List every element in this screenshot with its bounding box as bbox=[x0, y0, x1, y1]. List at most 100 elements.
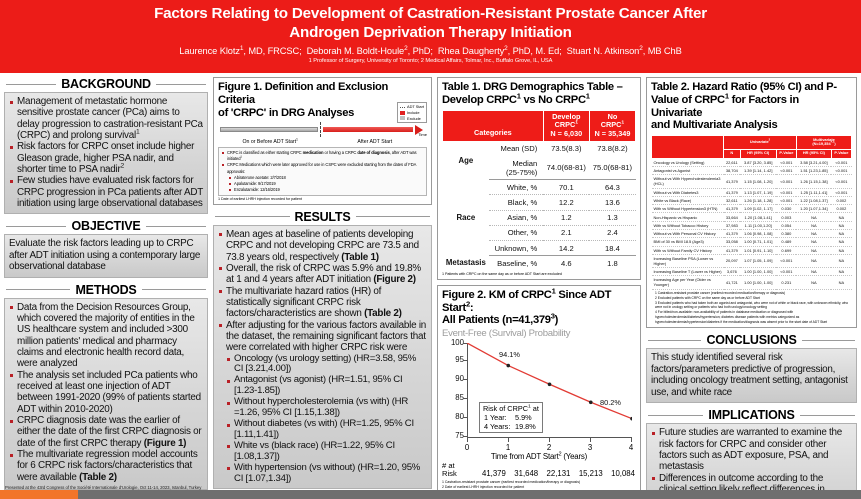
cell-uni-hr: 1.00 [1.00, 1.00] bbox=[740, 267, 777, 277]
row-label: White, % bbox=[489, 179, 544, 196]
data-label-4-year: 80.2% bbox=[599, 398, 621, 408]
y-tick-label: 80 bbox=[455, 412, 464, 422]
cell-multi-hr: 3.58 [3.21,4.00] bbox=[796, 158, 832, 167]
figure-1-title-line-1: Figure 1. Definition and Exclusion Crite… bbox=[218, 81, 389, 106]
at-risk-values: 41,379 31,648 22,131 15,213 10,084 bbox=[482, 469, 636, 478]
figure-1-title-line-2: of 'CRPC' in DRG Analyses bbox=[218, 106, 355, 119]
list-item: Risk factors for CRPC onset include high… bbox=[9, 141, 203, 175]
at-risk-value: 31,648 bbox=[514, 469, 539, 479]
y-tick bbox=[462, 343, 467, 345]
cell-uni-p: <0.001 bbox=[776, 267, 797, 277]
cell-multi-p: NA bbox=[831, 229, 852, 239]
risk-box-row: 4 Years: 19.8% bbox=[483, 422, 539, 431]
footnote: 1 Castration-resistant prostate cancer (… bbox=[441, 480, 581, 485]
title-line-1: Factors Relating to Development of Castr… bbox=[154, 5, 707, 22]
th-multi-hr: HR (95% CI) bbox=[795, 148, 832, 159]
footer-bar bbox=[0, 490, 861, 499]
table-row: Metastasis Baseline, % 4.6 1.8 bbox=[442, 256, 635, 271]
list-item: Oncology (vs urology setting) (HR=3.58, … bbox=[226, 353, 427, 376]
cell-multi-hr: NA bbox=[796, 246, 832, 255]
column-3: Table 1. DRG Demographics Table – Develo… bbox=[436, 77, 642, 499]
author-list: Laurence Klotz1, MD, FRCSC; Deborah M. B… bbox=[179, 45, 682, 57]
cell-n: 38,704 bbox=[723, 166, 741, 176]
cell-develop: 73.5(8.3) bbox=[551, 144, 582, 154]
table-row: BMI of 30 vs BMI 18.5 (Age3) 33,058 1.00 [… bbox=[651, 237, 852, 247]
cell-develop: 1.2 bbox=[543, 210, 590, 226]
list-item: Future studies are warranted to examine … bbox=[651, 427, 852, 472]
at-risk-value: 15,213 bbox=[578, 469, 603, 479]
table-row: Increasing Baseline PSA (Lower vs Higher… bbox=[651, 254, 852, 269]
risk-value: 5.9% bbox=[515, 413, 532, 423]
table-row: Without vs With Diabetes3 41,379 1.13 [1.0… bbox=[651, 188, 852, 197]
cell-factor: Antagonist vs Agonist bbox=[651, 166, 724, 176]
cell-multi-hr: 1.22 [1.08,1.37] bbox=[796, 196, 832, 206]
data-point bbox=[506, 363, 511, 368]
th-develop-crpc: Develop CRPC1 N = 6,030 bbox=[542, 109, 590, 142]
poster-columns: BACKGROUND Management of metastatic horm… bbox=[0, 73, 861, 499]
cell-develop: 14.2 bbox=[543, 240, 590, 257]
cell-factor: With vs Without Tobacco History bbox=[651, 221, 724, 230]
cell-develop: 12.2 bbox=[543, 194, 590, 211]
cell-multi-hr: 1.26 [1.15,1.38] bbox=[796, 174, 832, 189]
table-row: Median (25-75%) 74.0(68-81) 75.0(68-81) bbox=[442, 155, 636, 181]
figure-1-footnote: 1 Date of earliest LHRH injection record… bbox=[218, 196, 302, 201]
table-2: Univariate2 Multivariate (N=19,3544,5) N … bbox=[651, 135, 853, 290]
cell-multi-hr: 1.51 [1.23,1.85] bbox=[796, 166, 832, 176]
table-row: White vs Black (Race) 32,611 1.26 [1.18, 1… bbox=[651, 196, 852, 206]
legend-label: Include bbox=[406, 109, 420, 115]
cell-uni-p: 0.380 bbox=[776, 229, 797, 239]
cell-develop: 4.6 bbox=[561, 258, 572, 268]
x-tick-label: 1 bbox=[505, 443, 511, 453]
figure-1-title: Figure 1. Definition and Exclusion Crite… bbox=[218, 81, 427, 119]
cell-no: 64.3 bbox=[589, 179, 636, 196]
y-tick-label: 100 bbox=[450, 338, 464, 348]
x-tick-label: 2 bbox=[546, 443, 552, 453]
y-tick bbox=[462, 398, 467, 400]
cell-n: 41,379 bbox=[723, 174, 741, 189]
section-results: RESULTS Mean ages at baseline of patient… bbox=[213, 210, 432, 490]
cell-multi-p: <0.001 bbox=[831, 174, 852, 189]
figure-1-axis-labels: On or Before ADT Start1 After ADT Start bbox=[218, 138, 427, 146]
th-categories: Categories bbox=[441, 109, 544, 142]
cell-uni-p: <0.001 bbox=[776, 174, 797, 189]
timeline-arrow-icon bbox=[414, 124, 423, 135]
cell-multi-p: <0.001 bbox=[831, 166, 852, 176]
column-4: Table 2. Hazard Ratio (95% CI) and P- Va… bbox=[646, 77, 858, 499]
table-row: Without vs With Hypercholesterolemia3 (H… bbox=[651, 174, 852, 189]
cell-n: 3,676 bbox=[723, 267, 741, 277]
x-tick bbox=[507, 438, 509, 443]
table-1: Categories Develop CRPC1 N = 6,030 No CRPC1… bbox=[441, 109, 637, 271]
legend-label: Exclude bbox=[406, 115, 421, 121]
table-header-row: Categories Develop CRPC1 N = 6,030 No CRPC1… bbox=[441, 109, 637, 142]
cell-uni-p: <0.001 bbox=[776, 196, 797, 206]
table-2-title-line-1: Table 2. Hazard Ratio (95% CI) and P- bbox=[651, 81, 837, 93]
cell-uni-hr: 3.87 [3.20, 3.85] bbox=[740, 158, 777, 167]
at-risk-label-line-2: Risk bbox=[441, 469, 457, 479]
footer-accent-orange bbox=[0, 490, 78, 499]
cell-develop: 70.1 bbox=[543, 179, 590, 196]
list-item: Overall, the risk of CRPC was 5.9% and 1… bbox=[218, 263, 427, 286]
cell-factor: Without vs With Hypercholesterolemia3 (H… bbox=[651, 174, 724, 189]
list-item: CRPC Medications which were later approv… bbox=[222, 162, 423, 174]
cell-uni-p: 0.030 bbox=[776, 204, 797, 214]
risk-of-crpc-box: Risk of CRPC1 at 1 Year: 5.9% 4 Years: 1… bbox=[478, 402, 543, 434]
implications-panel: Future studies are warranted to examine … bbox=[646, 423, 858, 499]
legend-label: ADT Start bbox=[406, 104, 424, 110]
footnote: 2 Date of earliest LHRH injection record… bbox=[441, 485, 525, 490]
list-item: After adjusting for the various factors … bbox=[218, 320, 427, 485]
row-label: Other, % bbox=[489, 225, 544, 241]
figure-1-diagram: ADT Start Include Exclude bbox=[218, 102, 427, 201]
cell-multi-p: NA bbox=[831, 212, 852, 222]
data-point bbox=[547, 382, 552, 387]
cell-factor: White vs Black (Race) bbox=[651, 196, 724, 206]
cell-no: 13.6 bbox=[589, 194, 636, 211]
figure-2-title-line-2: All Patients (n=41,3793) bbox=[441, 311, 559, 327]
y-tick bbox=[462, 436, 467, 438]
list-item: With hypertension (vs without) (HR=1.20,… bbox=[226, 462, 427, 485]
cell-multi-p: <0.001 bbox=[831, 188, 852, 197]
x-tick-label: 3 bbox=[587, 443, 593, 453]
cell-multi-p: NA bbox=[831, 275, 852, 290]
cell-uni-hr: 1.09 [1.02, 1.17] bbox=[740, 204, 777, 214]
cell-no: 75.0(68-81) bbox=[589, 155, 636, 181]
th-multi-p: P-Value bbox=[830, 148, 853, 159]
